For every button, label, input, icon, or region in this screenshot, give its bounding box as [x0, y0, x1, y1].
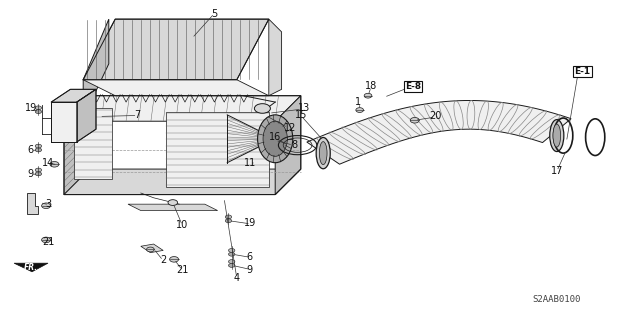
- Polygon shape: [27, 193, 38, 214]
- Polygon shape: [64, 96, 301, 121]
- Text: 12: 12: [284, 122, 296, 133]
- Text: 18: 18: [365, 81, 378, 91]
- Ellipse shape: [319, 142, 327, 165]
- Text: 21: 21: [42, 237, 54, 248]
- Ellipse shape: [225, 215, 232, 219]
- Text: 19: 19: [243, 218, 256, 228]
- Ellipse shape: [228, 249, 235, 252]
- Ellipse shape: [42, 203, 51, 209]
- Ellipse shape: [550, 120, 564, 152]
- Ellipse shape: [35, 172, 42, 176]
- Text: 6: 6: [246, 252, 253, 262]
- Polygon shape: [51, 89, 96, 102]
- Text: 15: 15: [294, 110, 307, 120]
- Text: S2AAB0100: S2AAB0100: [532, 295, 581, 304]
- Text: 13: 13: [298, 103, 310, 114]
- Polygon shape: [64, 96, 90, 195]
- Text: 16: 16: [269, 132, 282, 142]
- Text: 19: 19: [24, 103, 37, 114]
- Polygon shape: [83, 80, 269, 96]
- Ellipse shape: [316, 137, 330, 169]
- Text: 6: 6: [28, 145, 34, 155]
- Text: 11: 11: [243, 158, 256, 168]
- Polygon shape: [307, 100, 571, 164]
- Polygon shape: [128, 204, 218, 211]
- Ellipse shape: [170, 256, 179, 262]
- Ellipse shape: [168, 200, 178, 205]
- Text: FR.: FR.: [24, 263, 38, 271]
- Ellipse shape: [35, 144, 42, 148]
- Ellipse shape: [254, 104, 270, 113]
- Ellipse shape: [228, 252, 235, 256]
- Ellipse shape: [553, 124, 561, 147]
- Ellipse shape: [356, 108, 364, 113]
- Text: 20: 20: [429, 111, 442, 122]
- Ellipse shape: [35, 110, 42, 114]
- Text: 10: 10: [176, 220, 189, 230]
- Text: 3: 3: [45, 199, 51, 209]
- Text: 21: 21: [176, 264, 189, 275]
- Polygon shape: [51, 102, 77, 142]
- Polygon shape: [275, 96, 301, 195]
- Ellipse shape: [410, 117, 419, 123]
- Polygon shape: [74, 108, 112, 179]
- Text: 17: 17: [550, 166, 563, 176]
- Text: 7: 7: [134, 110, 141, 120]
- Text: 14: 14: [42, 158, 54, 168]
- Polygon shape: [269, 19, 282, 96]
- Text: E-1: E-1: [574, 67, 591, 76]
- Ellipse shape: [42, 237, 51, 243]
- Ellipse shape: [228, 260, 235, 263]
- Ellipse shape: [263, 121, 287, 156]
- Text: 9: 9: [28, 169, 34, 179]
- Ellipse shape: [35, 148, 42, 152]
- Text: 9: 9: [246, 264, 253, 275]
- Polygon shape: [141, 244, 163, 253]
- Polygon shape: [83, 19, 109, 118]
- Text: E-8: E-8: [404, 82, 421, 91]
- Text: 2: 2: [160, 255, 166, 265]
- Polygon shape: [14, 263, 48, 272]
- Ellipse shape: [364, 93, 372, 98]
- Text: 8: 8: [291, 140, 298, 150]
- Ellipse shape: [225, 219, 232, 223]
- Ellipse shape: [257, 115, 293, 163]
- Text: 5: 5: [211, 9, 218, 19]
- Polygon shape: [83, 19, 269, 80]
- Ellipse shape: [50, 161, 59, 167]
- Polygon shape: [166, 112, 269, 187]
- Ellipse shape: [35, 168, 42, 172]
- Ellipse shape: [35, 106, 42, 110]
- Text: 4: 4: [234, 272, 240, 283]
- Ellipse shape: [147, 247, 154, 252]
- Polygon shape: [64, 169, 301, 195]
- Text: 1: 1: [355, 97, 362, 107]
- Polygon shape: [77, 89, 96, 142]
- Ellipse shape: [228, 263, 235, 267]
